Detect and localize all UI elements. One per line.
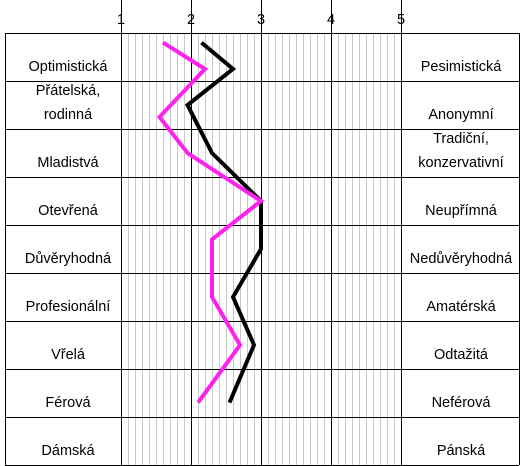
left-row-label: Dámská xyxy=(41,443,95,459)
right-row-label: konzervativní xyxy=(418,155,504,171)
x-tick-label: 4 xyxy=(326,12,336,28)
series-lines xyxy=(156,40,265,404)
series-line-2 xyxy=(156,40,265,404)
right-row-label: Neupřímná xyxy=(425,203,497,219)
x-tick-label: 3 xyxy=(256,12,266,28)
left-row-label: Přátelská, xyxy=(35,83,101,99)
right-row-label: Pesimistická xyxy=(420,59,502,75)
left-row-label: Vřelá xyxy=(51,347,85,363)
right-row-label: Anonymní xyxy=(428,107,494,123)
left-row-label: Mladistvá xyxy=(37,155,99,171)
left-row-label: Důvěryhodná xyxy=(24,251,112,267)
left-row-label: rodinná xyxy=(43,107,93,123)
left-row-label: Férová xyxy=(45,395,91,411)
right-row-label: Odtažitá xyxy=(434,347,488,363)
right-row-label: Pánská xyxy=(436,443,486,459)
right-row-label: Amatérská xyxy=(426,299,496,315)
left-row-label: Optimistická xyxy=(28,59,108,75)
left-row-label: Profesionální xyxy=(25,299,111,315)
minor-grid xyxy=(128,33,395,465)
right-row-label: Nedůvěryhodná xyxy=(409,251,513,267)
right-row-label: Tradiční, xyxy=(433,131,489,147)
right-row-label: Neférová xyxy=(431,395,491,411)
x-tick-label: 1 xyxy=(116,12,126,28)
left-row-label: Otevřená xyxy=(38,203,98,219)
x-tick-label: 5 xyxy=(396,12,406,28)
x-tick-label: 2 xyxy=(186,12,196,28)
